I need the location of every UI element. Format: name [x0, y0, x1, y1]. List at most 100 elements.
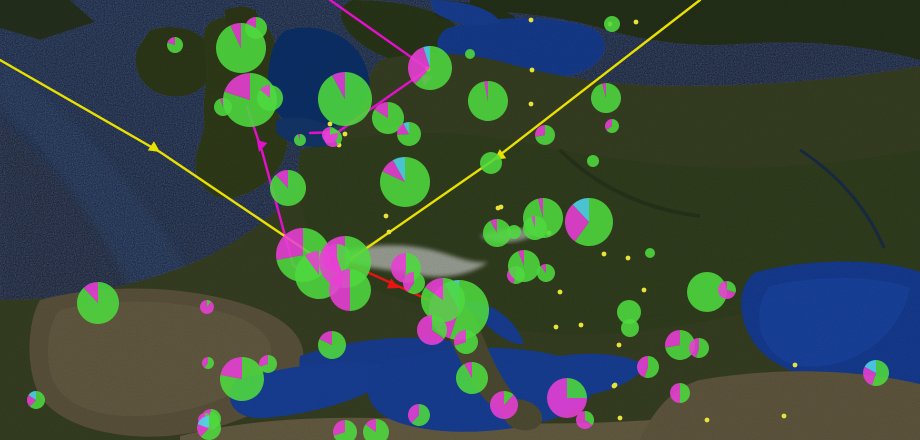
- pie-marker[interactable]: [420, 278, 465, 322]
- pie-marker[interactable]: [537, 264, 556, 283]
- pie-marker[interactable]: [575, 410, 594, 430]
- pie-slice-green-share: [245, 16, 268, 39]
- pie-slice-magenta-share: [199, 300, 214, 315]
- small-marker-dot[interactable]: [601, 251, 607, 257]
- pie-marker[interactable]: [417, 314, 448, 346]
- pie-slice-magenta-share: [391, 253, 406, 283]
- pie-marker[interactable]: [483, 218, 512, 247]
- pie-marker[interactable]: [317, 331, 346, 360]
- small-marker-dot[interactable]: [557, 289, 563, 295]
- pie-marker[interactable]: [256, 85, 283, 112]
- pie-marker[interactable]: [535, 125, 556, 146]
- small-marker-dot[interactable]: [617, 415, 623, 421]
- pie-marker[interactable]: [408, 46, 452, 90]
- small-marker-dot[interactable]: [553, 324, 559, 330]
- pie-slice-green-share: [665, 330, 696, 361]
- pie-slice-magenta-share: [538, 198, 543, 218]
- pie-marker[interactable]: [465, 49, 475, 59]
- pie-marker[interactable]: [197, 416, 222, 440]
- pie-marker[interactable]: [407, 404, 430, 426]
- pie-marker[interactable]: [670, 383, 690, 403]
- pie-marker[interactable]: [270, 170, 307, 207]
- pie-marker[interactable]: [454, 330, 479, 355]
- small-marker-dot[interactable]: [612, 382, 618, 388]
- pie-marker-group[interactable]: [27, 16, 890, 440]
- small-marker-dot[interactable]: [529, 67, 535, 73]
- pie-slice-green-share: [213, 98, 232, 116]
- small-marker-dot[interactable]: [792, 362, 798, 368]
- pie-marker[interactable]: [363, 419, 389, 440]
- pie-marker[interactable]: [590, 83, 621, 113]
- pie-marker[interactable]: [863, 360, 890, 386]
- pie-marker[interactable]: [637, 356, 660, 378]
- pie-marker[interactable]: [166, 37, 183, 53]
- pie-marker[interactable]: [455, 362, 488, 394]
- pie-marker[interactable]: [222, 73, 277, 127]
- pie-marker[interactable]: [467, 80, 508, 121]
- pie-marker[interactable]: [220, 357, 265, 402]
- pie-marker[interactable]: [27, 391, 46, 409]
- pie-marker[interactable]: [333, 420, 357, 440]
- pie-slice-green-share: [617, 300, 641, 324]
- pie-marker[interactable]: [490, 391, 519, 420]
- small-marker-dot[interactable]: [781, 413, 787, 419]
- pie-marker[interactable]: [587, 155, 599, 167]
- pie-marker[interactable]: [718, 281, 737, 299]
- pie-marker[interactable]: [202, 357, 215, 370]
- pie-marker[interactable]: [523, 216, 548, 240]
- pie-marker[interactable]: [245, 16, 268, 39]
- pie-marker[interactable]: [507, 225, 521, 239]
- pie-slice-green-share: [293, 134, 306, 146]
- small-marker-dot[interactable]: [578, 322, 584, 328]
- pie-marker[interactable]: [380, 157, 431, 207]
- pie-marker[interactable]: [329, 269, 371, 311]
- pie-slice-green-share: [606, 119, 620, 134]
- small-marker-dot[interactable]: [625, 255, 631, 261]
- pie-marker[interactable]: [396, 122, 421, 146]
- pie-marker[interactable]: [645, 248, 655, 258]
- pie-marker[interactable]: [258, 355, 277, 374]
- pie-marker[interactable]: [402, 271, 425, 294]
- pie-marker[interactable]: [317, 72, 372, 126]
- pie-marker[interactable]: [480, 152, 502, 174]
- small-marker-dot[interactable]: [386, 229, 392, 235]
- small-marker-dot[interactable]: [641, 287, 647, 293]
- pie-slice-green-share: [574, 198, 613, 246]
- pie-marker[interactable]: [617, 300, 641, 324]
- small-marker-dot[interactable]: [383, 213, 389, 219]
- pie-marker[interactable]: [293, 134, 306, 146]
- pie-marker[interactable]: [689, 338, 710, 358]
- pie-marker[interactable]: [507, 250, 540, 282]
- pie-marker[interactable]: [213, 98, 232, 116]
- pie-slice-magenta-share: [408, 47, 430, 85]
- pie-marker[interactable]: [605, 119, 620, 134]
- pie-marker[interactable]: [547, 378, 587, 418]
- pie-marker[interactable]: [621, 319, 639, 337]
- pie-marker[interactable]: [665, 330, 696, 361]
- pie-marker[interactable]: [604, 16, 620, 32]
- pie-slice-cyan-share: [864, 360, 876, 373]
- pie-marker[interactable]: [564, 198, 613, 246]
- small-marker-dot[interactable]: [633, 19, 639, 25]
- small-marker-dot[interactable]: [704, 417, 710, 423]
- pie-marker[interactable]: [687, 272, 727, 312]
- small-marker-dot[interactable]: [495, 205, 501, 211]
- pie-marker[interactable]: [322, 244, 351, 272]
- small-marker-dot[interactable]: [342, 131, 348, 137]
- pie-marker[interactable]: [372, 102, 405, 134]
- small-marker-dot[interactable]: [616, 342, 622, 348]
- small-marker-dot[interactable]: [528, 101, 534, 107]
- pie-marker[interactable]: [199, 300, 214, 315]
- small-marker-dot[interactable]: [327, 121, 333, 127]
- pie-marker[interactable]: [76, 282, 119, 324]
- pie-marker[interactable]: [322, 126, 339, 143]
- pie-slice-green-share: [680, 383, 690, 403]
- pie-slice-magenta-share: [637, 356, 648, 378]
- small-marker-dot[interactable]: [528, 17, 534, 23]
- pie-slice-magenta-share: [333, 420, 345, 436]
- pie-slice-magenta-share: [396, 123, 409, 135]
- pie-slice-magenta-share: [718, 281, 736, 299]
